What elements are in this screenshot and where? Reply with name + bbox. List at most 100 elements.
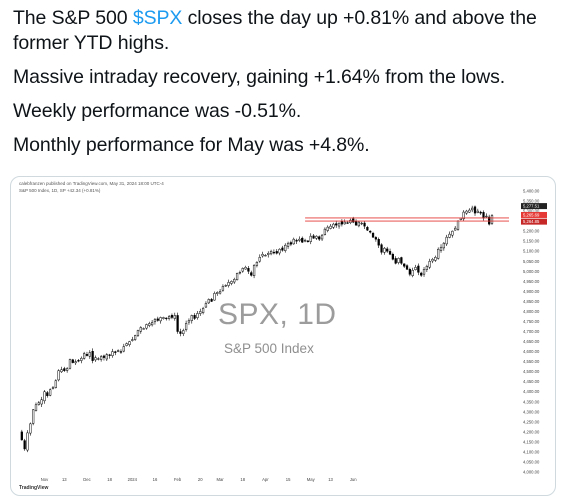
y-tick-label: 4,950.00: [523, 279, 540, 284]
candle-body: [193, 315, 196, 319]
candle-body: [462, 211, 465, 220]
candle-body: [366, 227, 369, 231]
candle-body: [153, 319, 157, 323]
tradingview-logo: TradingView: [19, 485, 49, 491]
candle-body: [442, 242, 445, 249]
candle-body: [145, 324, 148, 329]
candle-body: [397, 258, 400, 263]
y-tick-label: 4,550.00: [523, 359, 540, 364]
x-tick-label: Apr: [262, 477, 269, 482]
candle-body: [374, 237, 378, 240]
price-label: 5,265.69: [523, 212, 540, 217]
candle-body: [94, 357, 97, 361]
candle-body: [83, 353, 86, 359]
candle-body: [482, 212, 485, 219]
y-tick-label: 4,450.00: [523, 379, 540, 384]
candle-body: [224, 285, 227, 287]
candle-body: [207, 299, 210, 304]
symbol-line: S&P 500 Index, 1D, SP +42.34 (+0.81%): [19, 188, 101, 193]
candle-body: [471, 207, 474, 211]
candle-body: [315, 235, 318, 239]
candle-body: [176, 315, 179, 332]
y-tick-label: 4,750.00: [523, 319, 540, 324]
candle-body: [85, 354, 89, 356]
y-tick-label: 5,050.00: [523, 259, 540, 264]
candle-body: [414, 267, 417, 270]
candle-body: [388, 251, 392, 255]
candle-body: [318, 236, 321, 240]
candle-body: [252, 265, 256, 276]
published-line: calebfranzen published on TradingView.co…: [19, 181, 164, 186]
candle-body: [210, 299, 213, 302]
candle-body: [156, 318, 159, 321]
candle-body: [335, 223, 338, 226]
candle-body: [187, 320, 191, 323]
tweet-text-suffix: closes the day up +0.81% and above the f…: [13, 7, 537, 54]
x-tick-label: 15: [286, 477, 291, 482]
candle-body: [369, 230, 372, 233]
candle-body: [386, 248, 389, 252]
candle-body: [306, 240, 310, 242]
y-tick-label: 4,200.00: [523, 429, 540, 434]
y-tick-label: 5,150.00: [523, 239, 540, 244]
candle-body: [235, 273, 239, 281]
candle-body: [100, 356, 103, 360]
candle-body: [150, 322, 154, 326]
candle-body: [148, 323, 151, 326]
y-tick-label: 4,350.00: [523, 399, 540, 404]
price-label-box: [521, 211, 547, 218]
candle-body: [213, 293, 216, 301]
candle-body: [40, 399, 43, 405]
candle-body: [428, 261, 431, 268]
candle-body: [448, 233, 451, 238]
y-tick-label: 4,900.00: [523, 289, 540, 294]
cashtag-link[interactable]: $SPX: [132, 7, 183, 29]
candle-body: [162, 317, 165, 319]
candle-body: [354, 221, 358, 226]
candle-body: [473, 206, 477, 214]
candle-body: [108, 354, 111, 356]
candle-body: [343, 221, 346, 225]
candle-body: [102, 355, 106, 358]
candle-body: [405, 265, 409, 270]
candle-body: [241, 268, 244, 272]
candle-body: [456, 220, 460, 230]
candle-body: [32, 409, 35, 424]
candle-body: [269, 250, 273, 255]
candle-body: [173, 315, 176, 319]
candle-body: [60, 369, 63, 373]
candle-body: [128, 341, 131, 345]
candle-body: [80, 357, 83, 361]
y-tick-label: 4,600.00: [523, 349, 540, 354]
candle-body: [357, 221, 361, 227]
candle-body: [284, 244, 287, 251]
x-tick-label: Mar: [216, 477, 224, 482]
y-tick-label: 4,400.00: [523, 389, 540, 394]
chart-image[interactable]: 5,400.005,350.005,300.005,250.005,200.00…: [10, 176, 556, 496]
candle-body: [34, 404, 38, 411]
candle-body: [383, 247, 386, 253]
candle-body: [233, 279, 236, 283]
candle-body: [479, 211, 482, 214]
candle-body: [261, 253, 264, 257]
candle-body: [400, 257, 403, 264]
candle-body: [278, 248, 281, 254]
candle-body: [371, 232, 375, 238]
candle-body: [454, 227, 457, 231]
x-tick-label: 18: [240, 477, 245, 482]
chart-watermark-title: SPX, 1D: [218, 298, 337, 331]
y-tick-label: 5,100.00: [523, 249, 540, 254]
candle-body: [394, 258, 397, 264]
candle-body: [292, 238, 295, 245]
candle-body: [184, 323, 188, 330]
price-label: 5,264.85: [523, 219, 540, 224]
candle-body: [247, 268, 250, 272]
x-tick-label: Feb: [174, 477, 182, 482]
candle-body: [346, 222, 349, 224]
candle-body: [29, 423, 32, 434]
candle-body: [139, 327, 142, 332]
candle-body: [165, 317, 168, 320]
resistance-lines: [305, 217, 509, 222]
candle-body: [451, 230, 454, 236]
candle-body: [49, 389, 52, 396]
